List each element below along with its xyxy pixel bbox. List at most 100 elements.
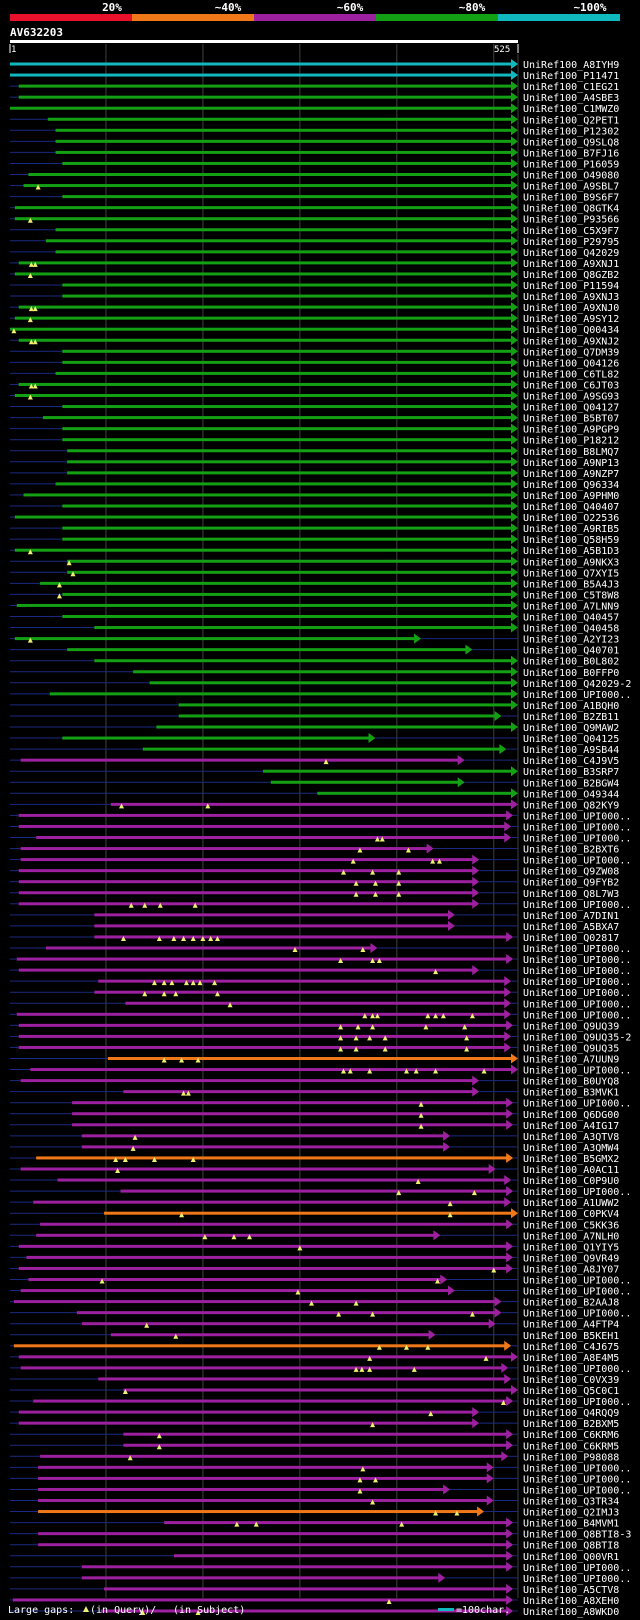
hit-label[interactable]: UniRef100_Q9ZW08 [523,867,619,878]
hit-row[interactable]: UniRef100_A8IYH9 [10,59,619,71]
hit-label[interactable]: UniRef100_Q9VR49 [523,1253,619,1264]
hit-label[interactable]: UniRef100_UPI000.. [523,977,631,988]
hit-label[interactable]: UniRef100_A8IYH9 [523,60,619,71]
hit-row[interactable]: UniRef100_Q8BTI8-3 [10,1528,631,1541]
hit-row[interactable]: UniRef100_C5X9F7 [10,224,619,237]
hit-label[interactable]: UniRef100_B5KEH1 [523,1331,619,1342]
hit-label[interactable]: UniRef100_A1UWW2 [523,1198,619,1209]
hit-label[interactable]: UniRef100_A4SBE3 [523,93,619,104]
hit-row[interactable]: UniRef100_A3QMW4 [10,1141,619,1154]
hit-label[interactable]: UniRef100_UPI000.. [523,999,631,1010]
hit-row[interactable]: UniRef100_Q4RQQ9 [10,1407,619,1419]
hit-label[interactable]: UniRef100_P11594 [523,281,619,292]
hit-label[interactable]: UniRef100_A9PGP9 [523,425,619,436]
hit-row[interactable]: UniRef100_Q8GZB2 [10,268,619,281]
hit-label[interactable]: UniRef100_UPI000.. [523,1474,631,1485]
hit-label[interactable]: UniRef100_A8E4M5 [523,1353,619,1364]
hit-row[interactable]: UniRef100_C6JT03 [10,379,619,391]
hit-label[interactable]: UniRef100_A9XNJ1 [523,259,619,270]
hit-row[interactable]: UniRef100_Q9ZW08 [10,865,619,878]
hit-label[interactable]: UniRef100_C4J9V5 [523,756,619,767]
hit-row[interactable]: UniRef100_Q7XYI5 [10,567,619,579]
hit-label[interactable]: UniRef100_B5GMX2 [523,1154,619,1165]
hit-label[interactable]: UniRef100_A9XNJ2 [523,336,619,347]
hit-row[interactable]: UniRef100_P93566 [10,213,619,226]
hit-row[interactable]: UniRef100_Q40458 [10,622,619,635]
hit-row[interactable]: UniRef100_B2BGW4 [10,777,619,789]
hit-label[interactable]: UniRef100_A9SB44 [523,745,619,756]
hit-label[interactable]: UniRef100_UPI000.. [523,856,631,867]
hit-row[interactable]: UniRef100_Q00434 [10,324,619,336]
hit-label[interactable]: UniRef100_P98088 [523,1452,619,1463]
hit-label[interactable]: UniRef100_A0AC11 [523,1165,619,1176]
hit-label[interactable]: UniRef100_P93566 [523,215,619,226]
hit-label[interactable]: UniRef100_P12302 [523,126,619,137]
hit-row[interactable]: UniRef100_UPI000.. [10,1561,631,1574]
hit-row[interactable]: UniRef100_Q7DM39 [10,346,619,358]
hit-label[interactable]: UniRef100_B5A4J3 [523,579,619,590]
hit-row[interactable]: UniRef100_A7DIN1 [10,909,619,922]
hit-label[interactable]: UniRef100_UPI000.. [523,1309,631,1320]
hit-row[interactable]: UniRef100_UPI000.. [10,854,631,867]
hit-row[interactable]: UniRef100_O49344 [10,788,619,800]
hit-row[interactable]: UniRef100_UPI000.. [10,1473,631,1485]
hit-label[interactable]: UniRef100_P18212 [523,436,619,447]
hit-label[interactable]: UniRef100_UPI000.. [523,1287,631,1298]
hit-row[interactable]: UniRef100_UPI000.. [10,1285,631,1298]
hit-row[interactable]: UniRef100_Q9UQ39 [10,1020,619,1032]
hit-label[interactable]: UniRef100_Q02817 [523,933,619,944]
hit-row[interactable]: UniRef100_Q9UQ35-2 [10,1031,631,1043]
hit-label[interactable]: UniRef100_B0FFP0 [523,668,619,679]
hit-row[interactable]: UniRef100_C1EG21 [10,81,619,93]
hit-label[interactable]: UniRef100_Q96334 [523,480,619,491]
hit-row[interactable]: UniRef100_Q04127 [10,401,619,414]
hit-row[interactable]: UniRef100_C1MWZ0 [10,103,619,115]
hit-row[interactable]: UniRef100_A8JY07 [10,1263,619,1275]
hit-row[interactable]: UniRef100_UPI000.. [10,1274,631,1287]
hit-label[interactable]: UniRef100_A8WKD0 [523,1607,619,1618]
hit-label[interactable]: UniRef100_A9XNJ0 [523,303,619,314]
hit-row[interactable]: UniRef100_Q8BTI8 [10,1539,619,1552]
hit-row[interactable]: UniRef100_Q00VR1 [10,1550,619,1563]
hit-row[interactable]: UniRef100_A9SG93 [10,390,619,403]
hit-label[interactable]: UniRef100_A9RIB5 [523,524,619,535]
hit-row[interactable]: UniRef100_B2AAJ8 [10,1296,619,1309]
hit-row[interactable]: UniRef100_B2ZB11 [10,710,619,723]
hit-row[interactable]: UniRef100_A5B1D3 [10,545,619,557]
hit-row[interactable]: UniRef100_A5CTV8 [10,1583,619,1596]
hit-row[interactable]: UniRef100_A9NKX3 [10,556,619,568]
hit-label[interactable]: UniRef100_Q58H59 [523,535,619,546]
hit-row[interactable]: UniRef100_C0PKV4 [10,1208,619,1220]
hit-row[interactable]: UniRef100_A4SBE3 [10,92,619,104]
hit-label[interactable]: UniRef100_Q4RQQ9 [523,1408,619,1419]
hit-row[interactable]: UniRef100_B9S6F7 [10,191,619,204]
hit-label[interactable]: UniRef100_A8XEH0 [523,1596,619,1607]
hit-row[interactable]: UniRef100_C5T8W8 [10,589,619,601]
hit-row[interactable]: UniRef100_A9XNJ2 [10,335,619,347]
hit-label[interactable]: UniRef100_C1MWZ0 [523,104,619,115]
hit-row[interactable]: UniRef100_UPI000.. [10,965,631,977]
hit-row[interactable]: UniRef100_Q96334 [10,478,619,491]
hit-row[interactable]: UniRef100_P11594 [10,280,619,292]
hit-row[interactable]: UniRef100_A9RIB5 [10,523,619,535]
hit-row[interactable]: UniRef100_C6KRM6 [10,1429,619,1441]
hit-label[interactable]: UniRef100_Q2IMJ3 [523,1508,619,1519]
hit-label[interactable]: UniRef100_UPI000.. [523,834,631,845]
hit-label[interactable]: UniRef100_B3MVK1 [523,1088,619,1099]
hit-row[interactable]: UniRef100_Q8L7W3 [10,887,619,900]
hit-row[interactable]: UniRef100_UPI000.. [10,898,631,911]
hit-row[interactable]: UniRef100_B5GMX2 [10,1152,619,1165]
hit-row[interactable]: UniRef100_UPI000.. [10,998,631,1010]
hit-label[interactable]: UniRef100_UPI000.. [523,690,631,701]
hit-row[interactable]: UniRef100_A9NP13 [10,456,619,469]
hit-row[interactable]: UniRef100_O49080 [10,169,619,182]
hit-label[interactable]: UniRef100_B2BXM5 [523,1419,619,1430]
hit-row[interactable]: UniRef100_C6TL82 [10,368,619,380]
hit-row[interactable]: UniRef100_A1UWW2 [10,1197,619,1209]
hit-label[interactable]: UniRef100_Q40701 [523,646,619,657]
hit-row[interactable]: UniRef100_UPI000.. [10,1097,631,1110]
hit-row[interactable]: UniRef100_Q5C0C1 [10,1385,619,1397]
hit-label[interactable]: UniRef100_Q7XYI5 [523,568,619,579]
hit-row[interactable]: UniRef100_B5BT07 [10,412,619,425]
hit-row[interactable]: UniRef100_P18212 [10,434,619,447]
